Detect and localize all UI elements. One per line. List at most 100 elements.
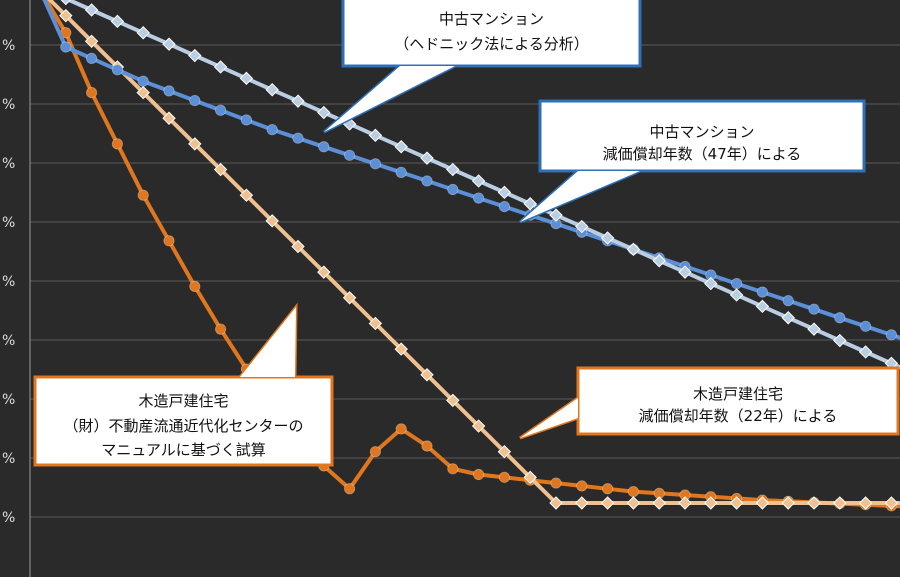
data-point <box>550 477 562 489</box>
data-point <box>137 75 149 87</box>
data-point <box>421 175 433 187</box>
y-tick-label: % <box>2 510 15 526</box>
data-point <box>885 329 898 341</box>
data-point <box>601 483 614 495</box>
data-point <box>395 166 407 178</box>
data-point <box>498 471 510 483</box>
data-point <box>575 496 589 510</box>
data-point <box>318 141 330 153</box>
data-point <box>343 483 356 495</box>
data-point <box>859 320 872 332</box>
data-point <box>498 201 510 213</box>
callout-pointer-fill <box>324 66 455 132</box>
series-mansion_straight <box>60 0 900 371</box>
data-point <box>447 183 459 196</box>
data-point <box>60 0 72 6</box>
data-point <box>471 419 486 433</box>
callout-text-line: （財）不動産流通近代化センターの <box>63 417 303 435</box>
callout-text-line: （ヘドニック法による分析） <box>394 35 589 53</box>
callout-text-line: 木造戸建住宅 <box>693 385 783 403</box>
data-point <box>600 496 615 510</box>
data-point <box>342 291 357 305</box>
data-point <box>266 124 278 136</box>
data-point <box>446 162 460 177</box>
data-point <box>497 444 512 459</box>
data-point <box>447 463 459 475</box>
y-axis-ticks: %%%%%%%%% <box>2 38 15 526</box>
data-point <box>369 158 381 170</box>
data-point <box>292 132 304 144</box>
callout-box <box>576 366 900 436</box>
data-point <box>576 480 588 492</box>
data-point <box>84 34 99 49</box>
data-point <box>213 162 228 177</box>
series-house_straight <box>47 0 900 510</box>
callout-text-line: マニュアルに基づく試算 <box>101 441 266 459</box>
series-group <box>42 0 900 512</box>
callout-text-line: 減価償却年数（47年）による <box>603 145 802 163</box>
y-tick-label: % <box>2 215 15 231</box>
y-tick-label: % <box>2 97 15 113</box>
data-point <box>834 312 846 324</box>
data-point <box>782 295 794 307</box>
y-tick-label: % <box>2 156 15 172</box>
data-point <box>189 94 201 107</box>
data-point <box>137 189 149 201</box>
data-point <box>472 192 485 204</box>
data-point <box>781 311 795 325</box>
data-point <box>188 48 202 63</box>
data-point <box>678 496 692 510</box>
data-point <box>394 140 408 154</box>
data-point <box>421 440 433 452</box>
data-point <box>239 71 254 86</box>
data-point <box>163 85 175 97</box>
data-point <box>729 496 744 510</box>
data-point <box>755 496 770 510</box>
data-point <box>549 208 563 222</box>
data-point <box>162 37 176 51</box>
data-point <box>807 496 821 510</box>
data-point <box>395 423 407 435</box>
data-point <box>111 138 124 150</box>
data-point <box>652 254 666 268</box>
callout-pointer-fill <box>520 398 578 438</box>
data-point <box>368 316 383 331</box>
data-point <box>858 345 873 359</box>
series-mansion_hedonic <box>42 0 900 341</box>
data-point <box>523 197 537 211</box>
data-point <box>833 333 847 348</box>
data-point <box>239 188 254 202</box>
data-point <box>704 496 718 510</box>
callouts: 中古マンション （ヘドニック法による分析） 中古マンション減価償却年数（47年）によ… <box>33 0 900 467</box>
data-point <box>627 485 640 498</box>
data-point <box>523 470 537 485</box>
callout-text-line: 減価償却年数（22年）による <box>639 407 838 425</box>
callout-text-line: 中古マンション <box>439 10 544 28</box>
data-point <box>189 280 201 292</box>
callout-text-line: 木造戸建住宅 <box>138 392 228 410</box>
data-point <box>86 52 98 65</box>
data-point <box>626 242 641 257</box>
data-point <box>215 104 227 116</box>
y-tick-label: % <box>2 274 15 290</box>
data-point <box>136 26 150 40</box>
data-point <box>652 496 666 510</box>
data-point <box>163 235 175 247</box>
data-point <box>215 323 227 335</box>
data-point <box>240 114 252 126</box>
callout-box <box>538 99 866 173</box>
data-point <box>600 231 615 245</box>
data-point <box>755 299 770 314</box>
data-point <box>704 276 718 291</box>
data-point <box>394 342 408 356</box>
data-point <box>807 322 821 336</box>
y-tick-label: % <box>2 333 15 349</box>
data-point <box>136 85 150 100</box>
data-point <box>60 41 72 53</box>
callout-box <box>33 375 334 467</box>
data-point <box>497 185 512 200</box>
data-point <box>626 496 641 510</box>
